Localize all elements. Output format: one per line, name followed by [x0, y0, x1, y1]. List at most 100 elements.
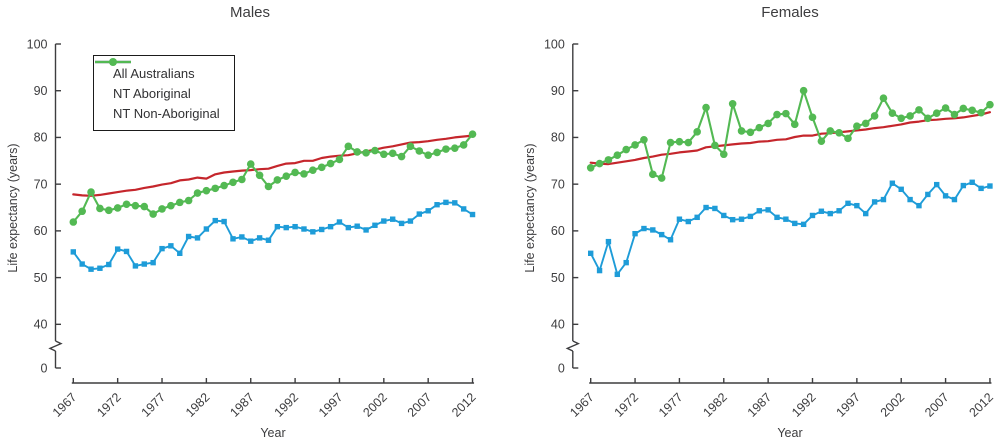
data-point-square: [623, 259, 629, 266]
data-point-circle: [719, 150, 728, 159]
data-point-circle: [941, 104, 950, 112]
data-point-square: [452, 200, 458, 206]
x-tick-label: 1972: [612, 390, 642, 420]
data-point-circle: [211, 184, 220, 193]
data-point-square: [641, 225, 647, 232]
y-axis-label-males: Life expectancy (years): [6, 143, 20, 273]
data-point-circle: [246, 160, 255, 168]
y-tick-label: 0: [41, 361, 48, 375]
x-tick-label: 2012: [966, 390, 996, 420]
data-point-square: [292, 223, 298, 230]
data-point-circle: [220, 181, 228, 190]
data-point-square: [588, 250, 594, 257]
data-point-circle: [317, 163, 326, 172]
data-point-square: [425, 208, 431, 214]
data-point-square: [969, 179, 975, 185]
data-point-square: [363, 227, 369, 233]
data-point-circle: [799, 86, 808, 95]
x-tick-label: 1972: [94, 390, 124, 420]
data-point-square: [712, 205, 718, 212]
data-point-circle: [861, 119, 870, 128]
data-point-square: [747, 213, 754, 220]
x-tick-label: 1997: [833, 390, 863, 420]
data-point-circle: [433, 148, 441, 157]
data-point-square: [345, 224, 352, 231]
y-tick-label: 70: [551, 177, 565, 191]
x-tick-label: 1982: [183, 390, 213, 420]
x-tick-label: 1992: [789, 390, 819, 420]
data-point-circle: [737, 127, 746, 135]
data-point-square: [721, 212, 727, 219]
data-point-square: [212, 217, 218, 224]
data-point-circle: [238, 175, 246, 184]
y-tick-label: 90: [34, 84, 48, 98]
panel-title-females: Females: [761, 4, 819, 21]
data-point-circle: [684, 138, 693, 147]
data-point-square: [230, 236, 236, 242]
data-point-circle: [702, 103, 710, 112]
x-tick-label: 1967: [50, 390, 80, 420]
data-point-square: [310, 229, 316, 235]
data-point-circle: [657, 174, 666, 182]
data-point-circle: [649, 170, 657, 179]
data-point-circle: [755, 123, 764, 132]
data-point-square: [283, 224, 289, 231]
data-point-circle: [424, 151, 432, 159]
data-point-square: [336, 219, 343, 225]
data-point-circle: [790, 120, 799, 129]
x-axis-label-males: Year: [260, 426, 286, 440]
data-point-circle: [264, 182, 273, 191]
data-point-square: [256, 235, 263, 241]
data-point-square: [774, 214, 780, 221]
data-point-square: [987, 183, 993, 189]
data-point-square: [836, 208, 842, 214]
data-point-square: [327, 223, 334, 230]
data-point-circle: [595, 159, 604, 168]
x-tick-label: 1977: [656, 390, 686, 420]
data-point-square: [667, 237, 674, 243]
data-point-circle: [291, 168, 299, 177]
data-point-circle: [380, 150, 388, 159]
data-point-circle: [87, 188, 95, 196]
data-point-circle: [371, 146, 379, 155]
data-point-circle: [406, 142, 415, 151]
data-point-circle: [362, 149, 370, 157]
y-tick-label: 100: [27, 37, 48, 51]
data-point-circle: [459, 141, 468, 149]
y-tick-label: 40: [34, 318, 48, 332]
data-point-square: [460, 206, 467, 212]
y-axis-label-females: Life expectancy (years): [523, 143, 537, 273]
data-point-square: [443, 199, 449, 206]
data-point-square: [274, 223, 281, 230]
data-point-square: [248, 238, 254, 244]
data-point-square: [916, 202, 922, 209]
data-point-square: [194, 235, 201, 241]
x-axis-label-females: Year: [777, 426, 803, 440]
data-point-circle: [229, 178, 237, 187]
data-point-square: [800, 221, 807, 228]
x-tick-label: 2002: [878, 390, 908, 420]
data-point-square: [738, 216, 745, 222]
data-point-circle: [666, 138, 675, 147]
data-point-circle: [344, 142, 353, 151]
x-tick-label: 1997: [316, 390, 346, 420]
data-point-circle: [613, 151, 622, 159]
data-point-square: [818, 208, 825, 214]
data-point-square: [703, 204, 709, 211]
data-point-circle: [808, 113, 817, 122]
data-point-circle: [711, 141, 719, 150]
x-tick-label: 1977: [139, 390, 169, 420]
y-tick-label: 90: [551, 84, 565, 98]
data-point-circle: [853, 122, 861, 131]
data-point-circle: [631, 141, 639, 149]
y-axis-break-icon: [565, 340, 580, 352]
data-point-circle: [924, 114, 932, 123]
data-point-circle: [968, 106, 976, 115]
y-tick-label: 50: [551, 271, 565, 285]
legend-circle-marker-icon: [95, 58, 131, 66]
y-tick-label: 0: [558, 361, 565, 375]
data-point-square: [88, 266, 94, 272]
data-point-square: [827, 210, 833, 217]
data-point-circle: [604, 156, 613, 164]
